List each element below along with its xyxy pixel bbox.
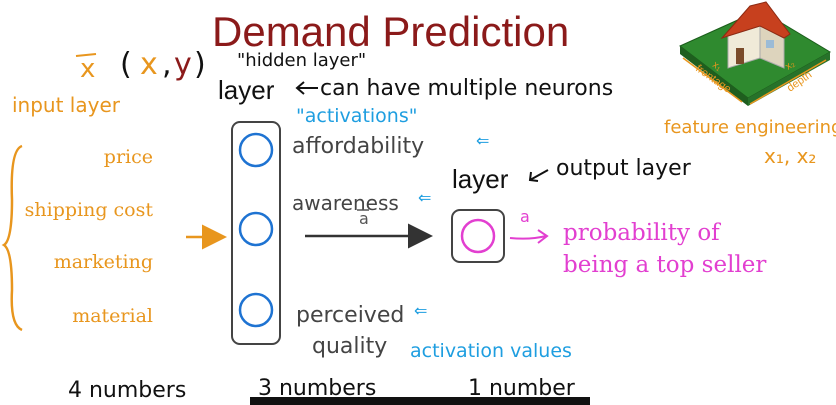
x-vector-arrow-icon <box>75 53 97 57</box>
neuron-label-affordability: affordability <box>292 134 424 159</box>
hidden-neuron-2 <box>238 211 274 247</box>
output-layer-word: layer <box>452 164 509 194</box>
hidden-neuron-3 <box>238 292 274 328</box>
input-brace <box>1 144 23 332</box>
house-illustration: frontage depth x₁ x₂ <box>679 1 831 106</box>
output-result: probability of being a top seller <box>563 220 766 278</box>
activation-values-label: activation values <box>410 340 572 362</box>
blue-arrow-icon: ⇐ <box>418 188 431 207</box>
hidden-layer-quote: "hidden layer" <box>237 50 366 71</box>
left-arrow-icon <box>528 169 549 182</box>
vector-a-label: a <box>359 209 369 228</box>
left-arrow-icon <box>295 81 318 95</box>
output-count-label: 1 number <box>468 376 576 401</box>
lawn-edge <box>680 46 748 106</box>
feature-price: price <box>104 146 153 168</box>
feature-engineering-vars: x₁, x₂ <box>764 144 816 168</box>
caption-bar <box>250 397 590 405</box>
output-arrow-icon <box>509 229 549 244</box>
page-title: Demand Prediction <box>212 8 569 55</box>
feature-marketing: marketing <box>54 251 153 273</box>
output-a-label: a <box>520 207 530 226</box>
hidden-layer-box <box>231 121 281 345</box>
paren-open: ( <box>120 47 132 82</box>
output-layer-box <box>451 209 505 263</box>
blue-arrow-icon: ⇐ <box>476 131 489 150</box>
activations-label: "activations" <box>296 105 417 127</box>
output-neuron <box>460 218 496 254</box>
input-count-label: 4 numbers <box>68 378 186 403</box>
hidden-count-label: 3 numbers <box>258 376 376 401</box>
blue-arrow-icon: ⇐ <box>414 301 427 320</box>
notation: x ( x , y ) <box>75 47 206 84</box>
hidden-layer-note: can have multiple neurons <box>320 76 613 101</box>
input-features: price shipping cost marketing material <box>25 146 154 327</box>
house-window <box>766 40 774 48</box>
neuron-label-perceived-quality: perceived quality <box>296 303 411 359</box>
house-door <box>736 48 744 64</box>
notation-y: y <box>174 47 192 82</box>
input-layer-label: input layer <box>12 93 121 117</box>
paren-close: ) <box>194 47 206 82</box>
feature-shipping-cost: shipping cost <box>25 199 154 221</box>
output-layer-note: output layer <box>556 156 692 181</box>
notation-comma: , <box>162 47 172 82</box>
notation-x: x <box>140 47 158 82</box>
house-roof <box>720 1 791 40</box>
neuron-label-awareness: awareness <box>292 191 399 215</box>
hidden-neuron-1 <box>238 132 274 168</box>
feature-material: material <box>72 305 153 327</box>
hidden-layer-word: layer <box>218 75 275 105</box>
feature-engineering-label: feature engineering <box>664 117 836 138</box>
x-vector: x <box>80 54 95 84</box>
